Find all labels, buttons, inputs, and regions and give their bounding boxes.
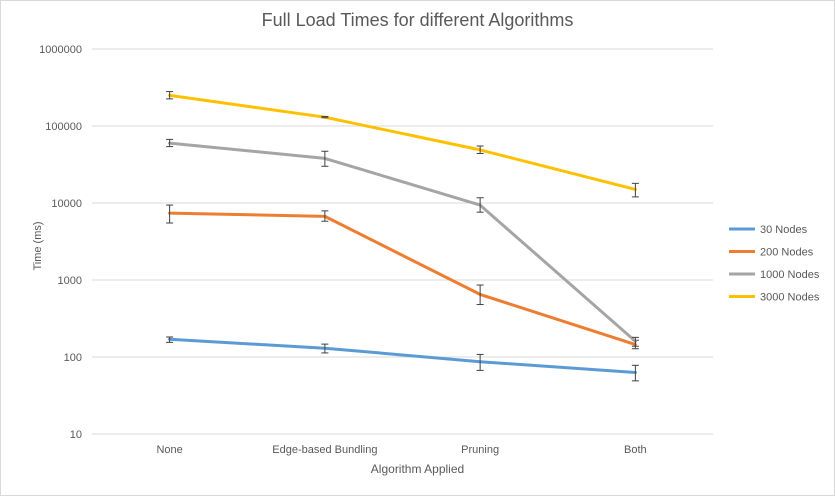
error-bar bbox=[166, 336, 174, 343]
legend-label: 3000 Nodes bbox=[760, 292, 820, 304]
y-tick-label: 1000000 bbox=[39, 44, 82, 56]
legend-label: 30 Nodes bbox=[760, 224, 808, 236]
x-tick-label: Pruning bbox=[461, 444, 499, 456]
error-bar bbox=[476, 353, 484, 371]
error-bar bbox=[321, 343, 329, 354]
y-tick-label: 100 bbox=[64, 352, 82, 364]
x-tick-label: Both bbox=[624, 444, 647, 456]
legend-entry: 1000 Nodes bbox=[729, 269, 820, 281]
error-bar bbox=[476, 197, 484, 213]
y-tick-label: 10 bbox=[70, 429, 82, 441]
x-tick-label: None bbox=[156, 444, 182, 456]
error-bar bbox=[631, 364, 639, 382]
series-line bbox=[168, 93, 637, 191]
x-tick-label: Edge-based Bundling bbox=[272, 444, 377, 456]
legend-entry: 30 Nodes bbox=[729, 224, 808, 236]
y-tick-label: 100000 bbox=[45, 121, 82, 133]
error-bar bbox=[321, 115, 329, 119]
error-bar bbox=[631, 336, 639, 347]
series-3 bbox=[166, 138, 639, 347]
series-line bbox=[168, 337, 637, 374]
legend-entry: 3000 Nodes bbox=[729, 292, 820, 304]
grid-lines bbox=[92, 48, 713, 435]
legend-label: 1000 Nodes bbox=[760, 269, 820, 281]
y-tick-labels: 10 100 1000 10000 100000 1000000 bbox=[39, 44, 82, 441]
series-1 bbox=[166, 336, 639, 382]
x-tick-labels: None Edge-based Bundling Pruning Both bbox=[156, 444, 646, 456]
chart-title: Full Load Times for different Algorithms bbox=[261, 10, 574, 30]
y-tick-label: 10000 bbox=[51, 198, 82, 210]
error-bar bbox=[166, 138, 174, 148]
error-bar bbox=[166, 204, 174, 224]
error-bar bbox=[476, 284, 484, 306]
error-bar bbox=[476, 145, 484, 154]
x-axis-label: Algorithm Applied bbox=[370, 462, 465, 476]
series-lines bbox=[166, 91, 639, 382]
error-bar bbox=[166, 91, 174, 100]
legend-entry: 200 Nodes bbox=[729, 247, 814, 259]
legend-label: 200 Nodes bbox=[760, 247, 814, 259]
legend: 30 Nodes 200 Nodes 1000 Nodes 3000 Nodes bbox=[729, 224, 820, 304]
series-2 bbox=[166, 204, 639, 350]
series-4 bbox=[166, 91, 639, 198]
error-bar bbox=[631, 182, 639, 198]
series-line bbox=[168, 141, 637, 343]
series-line bbox=[168, 211, 637, 347]
error-bar bbox=[321, 150, 329, 167]
error-bar bbox=[321, 210, 329, 222]
y-tick-label: 1000 bbox=[58, 275, 82, 287]
